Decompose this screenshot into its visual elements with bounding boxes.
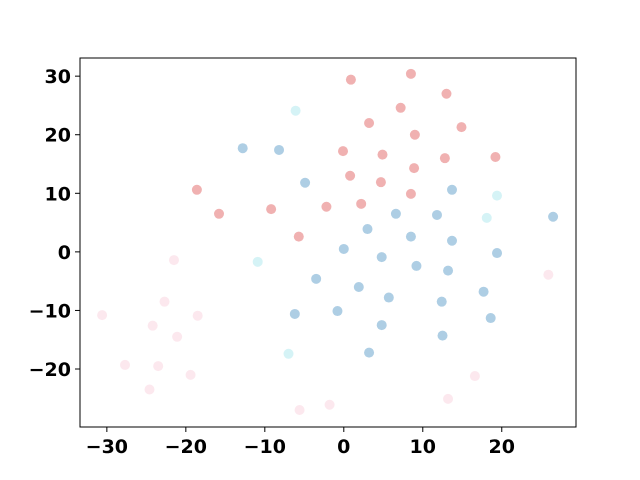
point [290,105,301,116]
point [481,212,492,223]
point [364,118,375,129]
point [409,163,420,174]
point [172,331,183,342]
y-tick-label: 0 [58,242,71,264]
point [338,243,349,254]
point [390,208,401,219]
point [237,143,248,154]
point [405,188,416,199]
point [274,144,285,155]
point [376,320,387,331]
point [447,235,457,246]
point [159,296,170,307]
point [338,146,349,157]
point [311,273,322,284]
point [376,252,387,263]
point [441,88,452,99]
x-tick-label: −30 [86,436,128,458]
point [191,184,202,195]
y-tick-label: 10 [45,183,71,205]
x-tick-label: 0 [337,436,350,458]
x-tick-label: 20 [489,436,515,458]
point [289,308,300,319]
point [185,369,196,380]
point [192,310,203,321]
point [447,184,457,195]
point [431,209,442,220]
point [443,393,454,404]
point [405,68,416,79]
point [353,282,364,293]
point [144,384,155,395]
y-tick-label: 20 [45,125,71,147]
point [293,231,304,242]
point [362,224,373,235]
point [543,269,554,280]
point [214,208,225,219]
point [377,149,388,160]
point [395,102,406,113]
point [153,361,164,372]
point [252,256,263,267]
point [120,359,131,370]
point [283,348,294,359]
point [168,255,179,266]
plot-frame [79,57,577,428]
point [443,265,454,276]
point [294,405,305,416]
point [321,201,332,212]
point [345,74,356,85]
y-tick-label: −10 [29,300,71,322]
point [478,286,489,297]
point [456,122,467,133]
x-tick-label: 10 [410,436,436,458]
point [436,296,447,307]
point [469,371,480,382]
point [492,190,503,201]
y-tick-label: −20 [29,359,71,381]
point [405,231,416,242]
point [409,129,420,140]
point [324,399,335,410]
point [266,204,277,215]
point [490,151,501,162]
point [364,347,375,358]
point [97,310,108,321]
point [147,320,158,331]
x-tick-label: −20 [165,436,207,458]
point [356,198,367,209]
point [492,248,503,259]
point [437,330,448,341]
point [300,177,311,188]
point [332,306,343,317]
point [345,170,356,181]
point [485,313,496,324]
y-tick-label: 30 [45,66,71,88]
point [383,292,394,303]
point [375,177,386,188]
point [411,260,422,271]
point [548,211,559,222]
x-tick-label: −10 [244,436,286,458]
point [439,153,450,164]
